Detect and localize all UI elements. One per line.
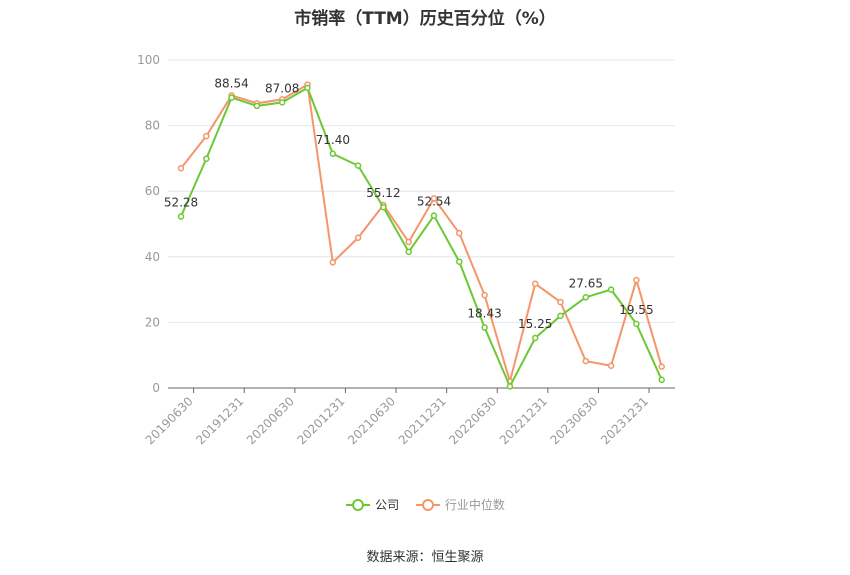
y-tick-label: 0 bbox=[152, 381, 160, 395]
data-label: 87.08 bbox=[265, 81, 299, 95]
data-point bbox=[607, 286, 615, 293]
legend-label-industry-median: 行业中位数 bbox=[444, 498, 505, 512]
y-axis-tick-labels: 0 20 40 60 80 100 bbox=[137, 53, 160, 395]
series-line bbox=[180, 86, 663, 389]
data-point bbox=[177, 213, 185, 220]
y-tick-label: 80 bbox=[145, 119, 160, 133]
data-point bbox=[582, 294, 590, 301]
data-point bbox=[557, 298, 564, 306]
data-point bbox=[354, 162, 362, 169]
data-label: 27.65 bbox=[569, 276, 603, 290]
x-tick-label: 20230630 bbox=[547, 394, 600, 447]
data-point bbox=[531, 334, 539, 342]
data-point bbox=[557, 312, 564, 320]
data-point bbox=[582, 357, 590, 365]
data-point bbox=[228, 94, 235, 101]
data-point bbox=[329, 259, 337, 266]
x-axis: 2019063020191231202006302020123120210630… bbox=[143, 387, 675, 447]
legend-marker-company-icon bbox=[346, 498, 371, 511]
data-source: 数据来源：恒生聚源 bbox=[366, 550, 484, 565]
legend-label-company: 公司 bbox=[375, 498, 400, 512]
data-point bbox=[278, 99, 286, 106]
grid-lines bbox=[168, 59, 675, 323]
data-labels: 52.28 88.54 87.08 71.40 55.12 52.54 18.43 15.25… bbox=[164, 77, 654, 331]
legend-item-industry-median[interactable]: 行业中位数 bbox=[415, 496, 505, 513]
data-point bbox=[430, 195, 438, 202]
data-point bbox=[481, 291, 488, 299]
series-lines bbox=[177, 81, 665, 390]
data-point bbox=[456, 258, 463, 265]
data-point bbox=[203, 132, 210, 140]
x-tick-label: 20210630 bbox=[345, 394, 398, 447]
data-point bbox=[633, 276, 640, 284]
data-point bbox=[607, 362, 615, 369]
data-point bbox=[658, 376, 665, 384]
data-point bbox=[658, 363, 665, 370]
x-tick-label: 20200630 bbox=[244, 394, 297, 447]
x-tick-label: 20211231 bbox=[396, 394, 449, 447]
legend: 公司 行业中位数 bbox=[0, 496, 850, 515]
data-point bbox=[177, 164, 185, 172]
data-point bbox=[405, 248, 412, 256]
data-label: 52.54 bbox=[417, 195, 451, 209]
data-point bbox=[405, 238, 412, 246]
data-point bbox=[380, 203, 387, 211]
legend-marker-industry-icon bbox=[415, 498, 440, 511]
x-tick-label: 20220630 bbox=[446, 394, 499, 447]
data-point bbox=[456, 229, 463, 237]
data-point bbox=[481, 324, 488, 331]
data-point bbox=[506, 383, 514, 390]
data-label: 71.40 bbox=[316, 133, 350, 147]
data-label: 55.12 bbox=[366, 186, 400, 200]
y-tick-label: 60 bbox=[145, 184, 160, 198]
data-point bbox=[633, 320, 640, 328]
x-tick-label: 20231231 bbox=[598, 394, 651, 447]
data-point bbox=[329, 150, 337, 158]
series-industry-median bbox=[177, 81, 665, 386]
x-tick-label: 20201231 bbox=[294, 394, 347, 447]
x-tick-label: 20191231 bbox=[193, 394, 246, 447]
data-point bbox=[430, 212, 438, 219]
y-tick-label: 20 bbox=[145, 315, 160, 329]
data-point bbox=[253, 102, 261, 110]
y-tick-label: 40 bbox=[145, 250, 160, 264]
data-label: 19.55 bbox=[619, 303, 653, 317]
data-point bbox=[304, 84, 311, 92]
data-label: 88.54 bbox=[214, 77, 248, 91]
data-label: 52.28 bbox=[164, 196, 198, 210]
chart-title: 市销率（TTM）历史百分位（%） bbox=[294, 9, 556, 29]
data-point bbox=[531, 280, 539, 287]
x-tick-label: 20221231 bbox=[497, 394, 550, 447]
data-point bbox=[354, 234, 362, 242]
series-line bbox=[180, 82, 663, 386]
legend-item-company[interactable]: 公司 bbox=[345, 496, 399, 513]
data-label: 18.43 bbox=[467, 307, 501, 321]
y-tick-label: 100 bbox=[137, 53, 160, 67]
data-label: 15.25 bbox=[518, 317, 552, 331]
data-point bbox=[203, 155, 210, 162]
series-company bbox=[177, 84, 665, 390]
x-tick-label: 20190630 bbox=[143, 394, 196, 447]
